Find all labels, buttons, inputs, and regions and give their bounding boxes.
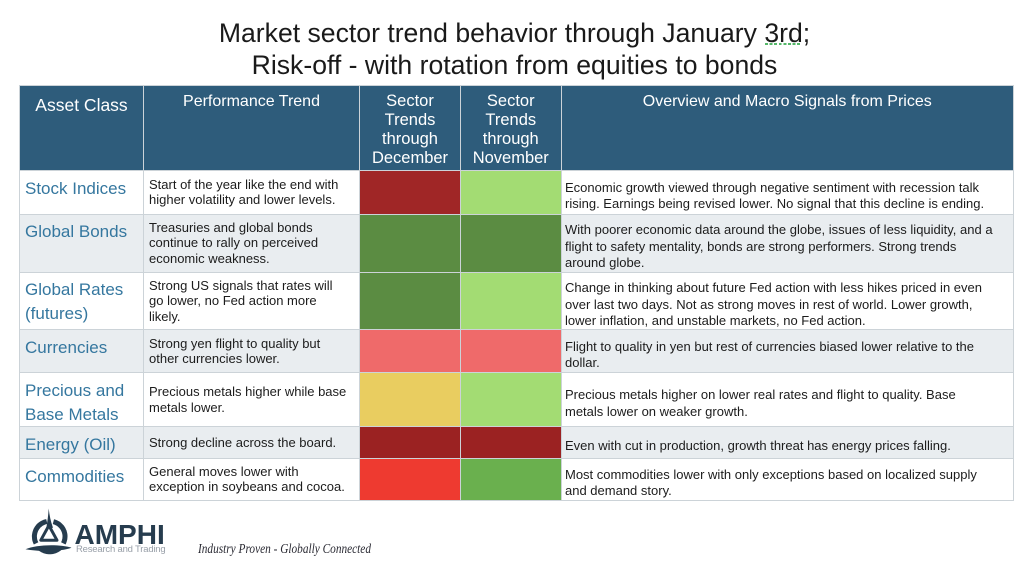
svg-text:Industry Proven - Globally Con: Industry Proven - Globally Connected bbox=[197, 542, 372, 557]
